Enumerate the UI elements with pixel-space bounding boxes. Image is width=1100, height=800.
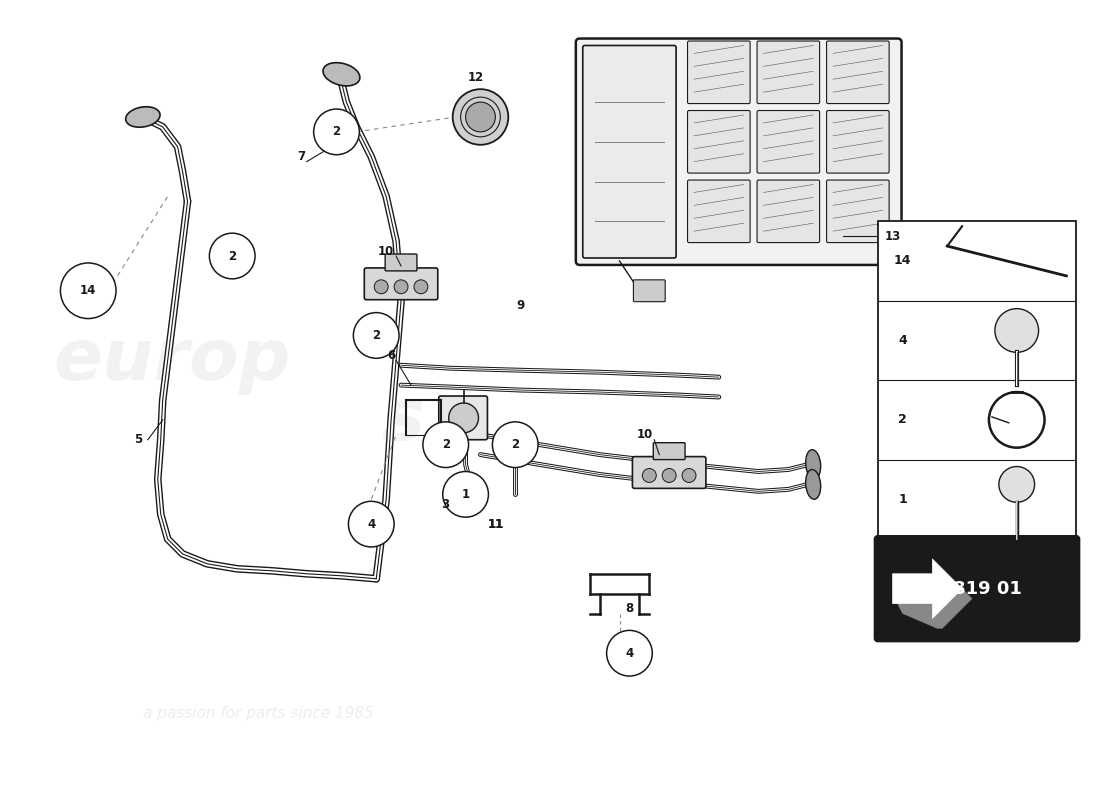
Text: 2: 2 <box>372 329 381 342</box>
FancyBboxPatch shape <box>757 110 820 173</box>
Text: 2: 2 <box>228 250 236 262</box>
Circle shape <box>465 102 495 132</box>
FancyBboxPatch shape <box>874 536 1079 642</box>
FancyBboxPatch shape <box>583 46 676 258</box>
Circle shape <box>994 309 1038 352</box>
Text: 10: 10 <box>636 428 652 442</box>
Text: 4: 4 <box>367 518 375 530</box>
FancyBboxPatch shape <box>826 110 889 173</box>
Circle shape <box>414 280 428 294</box>
Circle shape <box>374 280 388 294</box>
Circle shape <box>314 109 360 154</box>
Ellipse shape <box>805 470 821 499</box>
FancyBboxPatch shape <box>385 254 417 271</box>
Text: 13: 13 <box>884 230 901 242</box>
FancyBboxPatch shape <box>364 268 438 300</box>
Text: 1: 1 <box>899 493 906 506</box>
FancyBboxPatch shape <box>878 222 1076 539</box>
FancyBboxPatch shape <box>634 280 665 302</box>
Circle shape <box>662 469 676 482</box>
FancyBboxPatch shape <box>439 396 487 440</box>
Polygon shape <box>892 559 962 618</box>
Text: europ: europ <box>54 326 290 395</box>
Polygon shape <box>898 589 972 629</box>
FancyBboxPatch shape <box>826 41 889 103</box>
Text: 4: 4 <box>899 334 906 347</box>
FancyBboxPatch shape <box>688 180 750 242</box>
Circle shape <box>453 89 508 145</box>
Text: 1: 1 <box>462 488 470 501</box>
Text: 14: 14 <box>894 254 911 267</box>
Circle shape <box>493 422 538 467</box>
Text: 6: 6 <box>387 349 395 362</box>
Text: 14: 14 <box>80 284 97 298</box>
Circle shape <box>60 263 116 318</box>
FancyBboxPatch shape <box>688 41 750 103</box>
Text: a passion for parts since 1985: a passion for parts since 1985 <box>143 706 374 721</box>
Text: 2: 2 <box>512 438 519 451</box>
Text: 4: 4 <box>625 646 634 660</box>
Text: 8: 8 <box>625 602 634 615</box>
Circle shape <box>642 469 657 482</box>
FancyBboxPatch shape <box>757 180 820 242</box>
Text: 2: 2 <box>899 414 906 426</box>
Text: 2: 2 <box>332 126 341 138</box>
Circle shape <box>999 466 1035 502</box>
FancyBboxPatch shape <box>632 457 706 488</box>
Text: 10: 10 <box>378 245 394 258</box>
Circle shape <box>682 469 696 482</box>
Ellipse shape <box>323 62 360 86</box>
Circle shape <box>209 233 255 279</box>
FancyBboxPatch shape <box>653 442 685 459</box>
Circle shape <box>353 313 399 358</box>
FancyBboxPatch shape <box>757 41 820 103</box>
Circle shape <box>349 502 394 547</box>
Text: 819 01: 819 01 <box>953 580 1022 598</box>
FancyBboxPatch shape <box>826 180 889 242</box>
Text: s: s <box>382 386 425 454</box>
Text: 3: 3 <box>442 498 450 510</box>
Circle shape <box>606 630 652 676</box>
Text: 11: 11 <box>487 518 504 530</box>
Circle shape <box>422 422 469 467</box>
Text: 7: 7 <box>297 150 305 163</box>
Text: 11: 11 <box>487 518 504 530</box>
Text: 9: 9 <box>516 299 525 312</box>
Ellipse shape <box>125 106 160 127</box>
FancyBboxPatch shape <box>688 110 750 173</box>
Text: 12: 12 <box>468 70 484 84</box>
Text: 2: 2 <box>442 438 450 451</box>
FancyBboxPatch shape <box>575 38 902 265</box>
Circle shape <box>442 471 488 517</box>
Ellipse shape <box>805 450 821 479</box>
Circle shape <box>449 403 478 433</box>
Text: 5: 5 <box>134 434 142 446</box>
Circle shape <box>394 280 408 294</box>
